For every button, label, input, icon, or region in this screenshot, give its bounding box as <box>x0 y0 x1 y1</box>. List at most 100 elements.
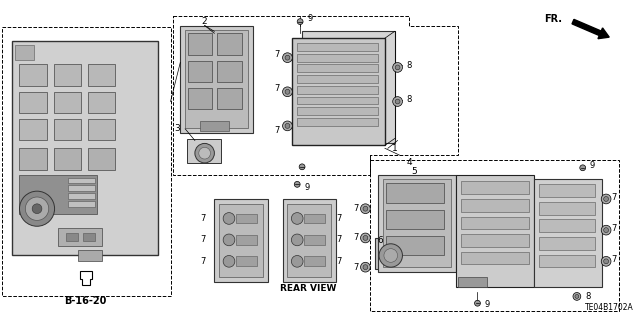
Text: 7: 7 <box>200 257 205 266</box>
Text: 9: 9 <box>590 161 595 170</box>
Text: 7: 7 <box>274 50 280 59</box>
Bar <box>386 236 444 256</box>
Bar <box>297 118 378 126</box>
Circle shape <box>604 228 609 233</box>
Bar <box>88 92 115 113</box>
Bar <box>54 148 81 170</box>
Bar <box>188 61 212 82</box>
Text: 7: 7 <box>353 204 358 213</box>
Circle shape <box>291 256 303 267</box>
Circle shape <box>601 194 611 204</box>
Bar <box>461 234 529 247</box>
Bar <box>297 75 378 83</box>
Circle shape <box>393 97 403 107</box>
Circle shape <box>32 204 42 214</box>
Bar <box>12 41 158 256</box>
Circle shape <box>283 53 292 63</box>
Circle shape <box>19 191 54 226</box>
Circle shape <box>395 65 400 70</box>
Bar <box>214 199 268 282</box>
Circle shape <box>291 234 303 246</box>
Circle shape <box>604 197 609 201</box>
Bar <box>539 184 595 197</box>
Bar <box>458 277 487 287</box>
Circle shape <box>360 204 371 214</box>
Text: 7: 7 <box>611 192 616 202</box>
Circle shape <box>601 256 611 266</box>
Bar <box>236 214 257 223</box>
Bar <box>297 86 378 94</box>
Bar <box>200 121 229 131</box>
Bar <box>68 178 95 183</box>
Bar <box>539 237 595 250</box>
Circle shape <box>199 147 211 159</box>
Bar <box>68 193 95 199</box>
Bar <box>461 182 529 194</box>
Bar <box>461 217 529 229</box>
Bar <box>292 38 385 145</box>
Bar <box>302 31 395 144</box>
Bar <box>297 54 378 62</box>
Circle shape <box>223 212 235 224</box>
Bar <box>88 119 115 140</box>
Text: 7: 7 <box>353 263 358 272</box>
Text: 7: 7 <box>337 257 342 266</box>
Text: 5: 5 <box>412 167 417 176</box>
Bar <box>54 64 81 86</box>
Bar <box>19 92 47 113</box>
Circle shape <box>601 225 611 235</box>
Circle shape <box>223 256 235 267</box>
Text: B-16-20: B-16-20 <box>65 296 107 306</box>
Text: 7: 7 <box>337 235 342 244</box>
Circle shape <box>297 19 303 25</box>
Bar <box>297 108 378 115</box>
Text: 7: 7 <box>353 234 358 242</box>
Bar <box>304 256 326 266</box>
Circle shape <box>379 244 403 267</box>
Bar <box>539 219 595 232</box>
Bar <box>78 250 102 261</box>
Circle shape <box>285 123 290 128</box>
Bar <box>534 180 602 287</box>
Circle shape <box>26 197 49 220</box>
Circle shape <box>299 164 305 170</box>
Circle shape <box>384 249 397 262</box>
Text: FR.: FR. <box>544 14 563 24</box>
Bar <box>15 45 34 60</box>
Bar <box>180 26 253 133</box>
Bar <box>297 64 378 72</box>
Bar <box>67 233 78 241</box>
Bar <box>88 148 115 170</box>
Bar <box>287 204 332 277</box>
Bar <box>188 88 212 109</box>
Circle shape <box>294 182 300 187</box>
Circle shape <box>474 300 481 306</box>
Circle shape <box>360 233 371 243</box>
Bar <box>68 201 95 207</box>
Bar <box>297 43 378 51</box>
Bar <box>19 148 47 170</box>
Bar <box>386 210 444 229</box>
Text: 7: 7 <box>274 84 280 93</box>
Text: 7: 7 <box>337 214 342 223</box>
Text: TE04B1702A: TE04B1702A <box>585 303 634 312</box>
Text: 9: 9 <box>307 14 312 23</box>
Bar <box>304 235 326 245</box>
Bar <box>378 174 456 272</box>
Circle shape <box>363 235 368 241</box>
Circle shape <box>363 265 368 270</box>
Circle shape <box>283 121 292 131</box>
Bar <box>461 199 529 211</box>
Bar <box>236 256 257 266</box>
Text: 6: 6 <box>377 236 383 245</box>
Bar <box>88 64 115 86</box>
Text: 7: 7 <box>200 214 205 223</box>
Circle shape <box>395 99 400 104</box>
Text: 8: 8 <box>406 95 412 104</box>
Bar <box>218 33 242 55</box>
Text: 7: 7 <box>274 126 280 135</box>
Bar <box>218 61 242 82</box>
Bar <box>539 202 595 215</box>
Bar <box>461 252 529 264</box>
Bar <box>375 238 406 269</box>
